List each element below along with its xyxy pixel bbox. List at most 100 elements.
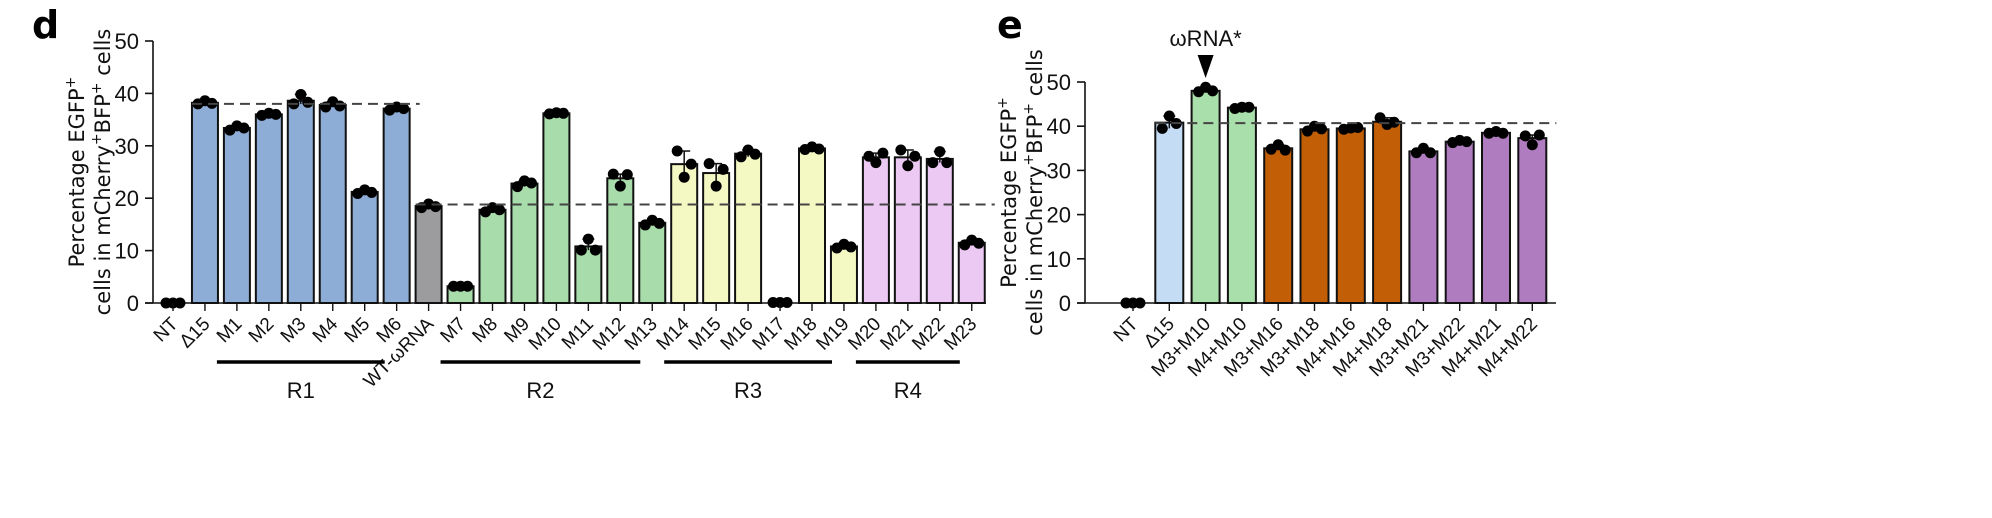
data-point bbox=[902, 160, 914, 172]
bar-M4+M21 bbox=[1481, 131, 1511, 304]
y-tick-label: 30 bbox=[1047, 158, 1071, 183]
bar-M21 bbox=[893, 156, 922, 304]
x-tick-label: M3 bbox=[277, 314, 311, 348]
data-point bbox=[934, 146, 946, 158]
y-tick-label: 40 bbox=[1047, 114, 1071, 139]
data-point bbox=[941, 157, 953, 169]
y-label-text: cells bbox=[91, 29, 115, 83]
group-label: R3 bbox=[734, 378, 762, 403]
y-tick-label: 0 bbox=[1059, 291, 1071, 316]
data-point bbox=[1316, 123, 1327, 135]
group-label: R2 bbox=[526, 378, 554, 403]
x-tick-label: M23 bbox=[940, 314, 981, 355]
superscript: + bbox=[1021, 103, 1037, 115]
data-point bbox=[1279, 144, 1291, 156]
bar-M4+M22 bbox=[1517, 137, 1548, 304]
data-point bbox=[1388, 116, 1400, 128]
bar-M3+M21 bbox=[1408, 150, 1439, 304]
y-tick-label: 20 bbox=[1047, 203, 1071, 228]
superscript: + bbox=[89, 133, 105, 145]
data-point bbox=[909, 150, 921, 162]
x-tick-label: Δ15 bbox=[176, 314, 215, 353]
bar-M5 bbox=[350, 190, 379, 304]
group-label: R1 bbox=[287, 378, 315, 403]
bar-M1 bbox=[222, 126, 251, 305]
bar-M6 bbox=[382, 107, 411, 305]
y-tick-label: 40 bbox=[115, 81, 139, 106]
x-tick-label: M10 bbox=[525, 314, 566, 355]
y-label-text: cells bbox=[1023, 49, 1047, 103]
arrow-down-icon bbox=[1197, 55, 1214, 78]
y-tick-label: 10 bbox=[115, 239, 139, 264]
data-point bbox=[895, 144, 907, 156]
y-label-line1: Percentage EGFP+ bbox=[63, 77, 89, 268]
data-point bbox=[1352, 122, 1364, 134]
x-tick-label: M12 bbox=[589, 314, 630, 355]
x-tick-label: M5 bbox=[341, 314, 375, 348]
data-point bbox=[1156, 122, 1168, 134]
data-point bbox=[1243, 101, 1255, 113]
x-tick-label: M16 bbox=[717, 314, 758, 355]
panel-d-chart: d Percentage EGFP+cells in mCherry+BFP+ c… bbox=[32, 3, 995, 403]
data-point bbox=[973, 237, 985, 249]
bar-M20 bbox=[861, 156, 890, 304]
data-point bbox=[494, 204, 505, 216]
y-label-line2: cells in mCherry+BFP+ cells bbox=[89, 29, 115, 316]
x-tick-label: M14 bbox=[653, 313, 694, 354]
bar-Δ15 bbox=[1154, 121, 1185, 304]
bar-M4+M10 bbox=[1226, 106, 1257, 304]
bar-M16 bbox=[734, 152, 763, 304]
bar-M3+M18 bbox=[1299, 128, 1330, 304]
x-tick-label: M2 bbox=[245, 314, 279, 348]
bar-M3+M22 bbox=[1444, 140, 1475, 304]
panel-label: d bbox=[32, 3, 59, 47]
x-tick-label: M17 bbox=[749, 314, 790, 355]
y-axis-label: Percentage EGFP+cells in mCherry+BFP+ ce… bbox=[995, 49, 1047, 336]
data-point bbox=[302, 96, 314, 108]
data-point bbox=[863, 150, 875, 162]
data-point bbox=[1374, 112, 1386, 124]
superscript: + bbox=[89, 82, 105, 94]
data-point bbox=[398, 103, 410, 115]
data-point bbox=[870, 157, 882, 169]
bar-M15 bbox=[702, 172, 731, 304]
data-point bbox=[703, 158, 715, 170]
y-label-line1: Percentage EGFP+ bbox=[995, 97, 1021, 288]
data-point bbox=[430, 201, 442, 213]
bar-M19 bbox=[829, 245, 858, 305]
superscript: + bbox=[63, 77, 79, 89]
annotation-label: ωRNA* bbox=[1170, 26, 1243, 51]
x-tick-label: M1 bbox=[213, 314, 247, 348]
data-point bbox=[781, 296, 793, 308]
x-tick-label: M15 bbox=[685, 314, 726, 355]
y-tick-label: 20 bbox=[115, 186, 139, 211]
data-point bbox=[575, 244, 587, 256]
bar-Δ15 bbox=[190, 101, 219, 304]
bar-M2 bbox=[254, 113, 283, 304]
bar-M23 bbox=[957, 241, 986, 305]
data-point bbox=[735, 151, 747, 163]
superscript: + bbox=[995, 97, 1011, 109]
data-point bbox=[845, 241, 857, 253]
data-point bbox=[1424, 147, 1436, 159]
data-point bbox=[462, 280, 474, 292]
bar-M9 bbox=[510, 182, 539, 304]
data-point bbox=[1461, 136, 1473, 148]
data-point bbox=[525, 177, 537, 189]
y-tick-label: 0 bbox=[127, 291, 139, 316]
data-point bbox=[557, 107, 569, 119]
bar-M3+M16 bbox=[1263, 147, 1294, 304]
bar-WT-ωRNA bbox=[414, 205, 443, 304]
bar-M14 bbox=[670, 163, 699, 304]
data-point bbox=[589, 244, 601, 256]
data-point bbox=[174, 297, 186, 309]
data-point bbox=[1533, 129, 1545, 141]
data-point bbox=[1497, 127, 1509, 139]
data-point bbox=[621, 169, 633, 181]
bar-M4+M16 bbox=[1335, 127, 1366, 304]
x-tick-label: M13 bbox=[621, 314, 662, 355]
bar-M12 bbox=[606, 177, 635, 304]
data-point bbox=[614, 180, 626, 192]
